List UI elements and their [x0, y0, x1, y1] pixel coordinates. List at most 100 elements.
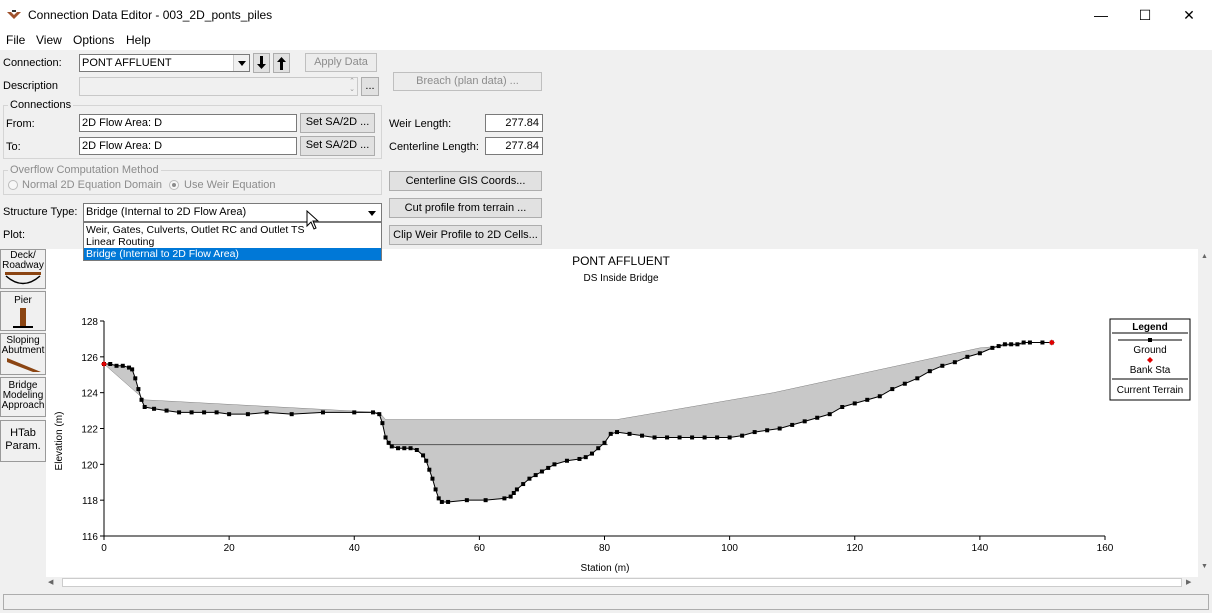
ground-point	[502, 496, 507, 501]
close-button[interactable]: ✕	[1183, 7, 1195, 23]
plot-label: Plot:	[3, 229, 26, 241]
weir-length-label: Weir Length:	[389, 118, 452, 130]
htab-label-2: Param.	[5, 440, 41, 452]
description-field[interactable]: ⌃ ⌄	[79, 77, 358, 96]
centerline-gis-coords-button[interactable]: Centerline GIS Coords...	[389, 171, 542, 191]
deck-roadway-button[interactable]: Deck/ Roadway	[0, 249, 46, 289]
menu-file[interactable]: File	[6, 33, 26, 47]
ground-point	[690, 435, 695, 440]
bridge-label-3: Approach	[1, 400, 45, 411]
set-sa-to-button[interactable]: Set SA/2D ...	[300, 136, 375, 156]
ground-point	[1002, 342, 1007, 347]
scroll-left-icon[interactable]: ◀	[48, 579, 54, 586]
structure-type-label: Structure Type:	[3, 206, 78, 218]
set-sa-from-button[interactable]: Set SA/2D ...	[300, 113, 375, 133]
window-title: Connection Data Editor - 003_2D_ponts_pi…	[28, 8, 273, 22]
ground-point	[865, 397, 870, 402]
sloping-abutment-button[interactable]: Sloping Abutment	[0, 333, 46, 375]
bank-station-point	[101, 361, 107, 367]
ground-point	[608, 431, 613, 436]
ground-point	[264, 410, 269, 415]
menu-help[interactable]: Help	[126, 33, 151, 47]
menu-options[interactable]: Options	[73, 33, 115, 47]
ground-point	[596, 446, 601, 451]
to-label: To:	[6, 141, 21, 153]
bank-station-point	[1048, 339, 1055, 346]
apply-data-button[interactable]: Apply Data	[305, 53, 377, 72]
ground-point	[177, 410, 182, 415]
bridge-modeling-approach-button[interactable]: Bridge Modeling Approach	[0, 377, 46, 417]
x-tick-label: 120	[846, 543, 863, 554]
ground-line	[104, 342, 1052, 503]
breach-plan-data-button[interactable]: Breach (plan data) ...	[393, 72, 542, 91]
ground-point	[408, 446, 413, 451]
ground-point	[902, 381, 907, 386]
ground-point	[765, 428, 770, 433]
dropdown-option-bridge[interactable]: Bridge (Internal to 2D Flow Area)	[84, 248, 381, 260]
to-field[interactable]: 2D Flow Area: D	[79, 137, 297, 155]
arrow-down-icon	[257, 56, 266, 69]
ground-point	[383, 435, 388, 440]
app-icon	[7, 10, 21, 19]
ground-point	[245, 412, 250, 417]
cut-profile-button[interactable]: Cut profile from terrain ...	[389, 198, 542, 218]
ground-point	[380, 421, 385, 426]
normal-2d-label: Normal 2D Equation Domain	[22, 179, 163, 191]
scroll-down-icon[interactable]: ▼	[1201, 563, 1208, 570]
ground-point	[130, 367, 135, 372]
ground-point	[189, 410, 194, 415]
ground-point	[727, 435, 732, 440]
pier-button[interactable]: Pier	[0, 291, 46, 331]
normal-2d-radio[interactable]	[8, 180, 18, 190]
description-more-button[interactable]: ...	[361, 77, 379, 96]
scroll-up-icon[interactable]: ▲	[1201, 253, 1208, 260]
minimize-button[interactable]: —	[1094, 7, 1108, 23]
scroll-thumb[interactable]	[62, 578, 1182, 587]
centerline-length-label: Centerline Length:	[389, 141, 479, 153]
weir-length-field[interactable]: 277.84	[485, 114, 543, 132]
ground-point	[433, 487, 438, 492]
next-connection-button[interactable]	[253, 53, 270, 73]
clip-weir-profile-button[interactable]: Clip Weir Profile to 2D Cells...	[389, 225, 542, 245]
maximize-button[interactable]: ☐	[1138, 7, 1152, 23]
ground-point	[552, 462, 557, 467]
horizontal-scrollbar[interactable]: ◀ ▶	[46, 577, 1198, 589]
legend-title: Legend	[1132, 322, 1168, 333]
x-tick-label: 60	[474, 543, 486, 554]
ground-point	[289, 412, 294, 417]
chart-axes: 0 20 40 60 80 100 120 140 160 116 118 120 122 124 126 1…	[81, 317, 1113, 554]
cross-section-chart: PONT AFFLUENT DS Inside Bridge 0 20 40 60 80…	[54, 254, 1191, 574]
ground-point	[521, 482, 526, 487]
scroll-right-icon[interactable]: ▶	[1186, 579, 1192, 586]
structure-type-dropdown-list: Weir, Gates, Culverts, Outlet RC and Out…	[83, 222, 382, 261]
description-label: Description	[3, 80, 59, 92]
ground-point	[377, 412, 382, 417]
centerline-length-field[interactable]: 277.84	[485, 137, 543, 155]
x-tick-label: 140	[972, 543, 989, 554]
connection-select[interactable]: PONT AFFLUENT	[79, 54, 250, 72]
ground-point	[389, 444, 394, 449]
pier-label: Pier	[14, 295, 32, 306]
legend-ground-marker	[1148, 338, 1152, 342]
ground-point	[430, 476, 435, 481]
pier-icon	[13, 308, 33, 328]
legend: Legend Ground Bank Sta Current Terrain	[1109, 318, 1191, 401]
previous-connection-button[interactable]	[273, 53, 290, 73]
from-field[interactable]: 2D Flow Area: D	[79, 114, 297, 132]
dropdown-option-weir[interactable]: Weir, Gates, Culverts, Outlet RC and Out…	[86, 224, 305, 236]
menu-view[interactable]: View	[36, 33, 62, 47]
menu-bar: File View Options Help	[0, 30, 1212, 50]
chevron-down-icon	[233, 55, 249, 71]
structure-type-select[interactable]: Bridge (Internal to 2D Flow Area)	[83, 203, 382, 222]
legend-bank-sta: Bank Sta	[1130, 365, 1171, 376]
vertical-scrollbar[interactable]: ▲ ▼	[1198, 249, 1212, 577]
ground-point	[996, 344, 1001, 349]
ground-point	[202, 410, 207, 415]
htab-param-button[interactable]: HTab Param.	[0, 420, 46, 462]
dropdown-option-linear-routing[interactable]: Linear Routing	[86, 236, 155, 248]
use-weir-radio[interactable]	[169, 180, 179, 190]
ground-point	[1021, 340, 1026, 345]
ground-point	[152, 406, 157, 411]
legend-current-terrain: Current Terrain	[1117, 385, 1184, 396]
x-tick-label: 160	[1097, 543, 1114, 554]
